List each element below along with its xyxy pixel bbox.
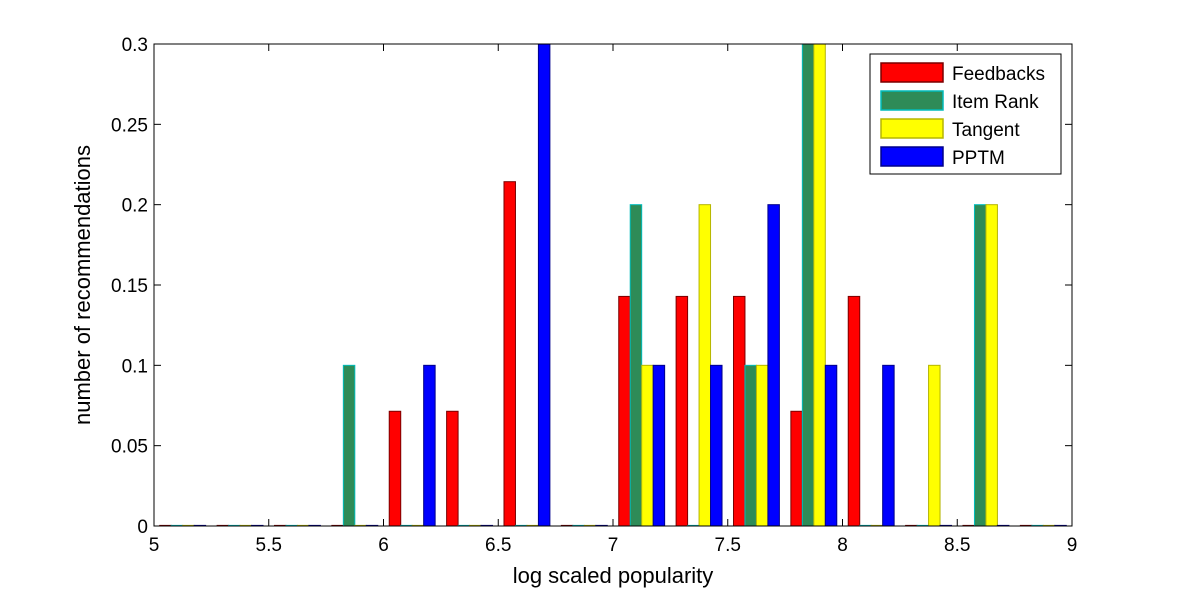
y-tick-label: 0.1	[122, 356, 148, 377]
bar-tangent	[813, 43, 826, 527]
bar-item-rank	[973, 204, 987, 527]
bar-feedbacks	[847, 295, 861, 527]
bar-pptm	[767, 204, 780, 527]
x-tick-label: 9	[1067, 535, 1078, 556]
legend-label-feedbacks: Feedbacks	[952, 64, 1045, 85]
legend-label-pptm: PPTM	[952, 148, 1005, 169]
x-tick-label: 5.5	[256, 535, 282, 556]
bar-tangent	[985, 204, 998, 527]
bar-tangent	[641, 364, 654, 527]
bar-feedbacks	[503, 181, 516, 527]
bar-feedbacks	[732, 295, 746, 527]
bar-tangent	[928, 364, 941, 527]
bar-pptm	[652, 364, 666, 527]
y-tick-label: 0.2	[122, 196, 148, 217]
y-tick-label: 0	[137, 517, 148, 538]
legend-label-item-rank: Item Rank	[952, 92, 1039, 113]
legend-swatch-pptm	[880, 146, 944, 167]
legend: Feedbacks Item Rank Tangent PPTM	[869, 53, 1062, 175]
bar-item-rank	[342, 364, 356, 527]
ticks-layer	[153, 43, 1073, 527]
legend-swatch-tangent	[880, 118, 944, 139]
x-tick-label: 7	[608, 535, 619, 556]
bar-pptm	[423, 364, 436, 527]
legend-swatch-feedbacks	[880, 62, 944, 83]
legend-swatch-item-rank	[880, 90, 944, 111]
y-tick-label: 0.3	[122, 35, 148, 56]
bar-feedbacks	[388, 410, 402, 527]
x-tick-label: 6.5	[485, 535, 511, 556]
bar-tangent	[755, 364, 769, 527]
bar-pptm	[537, 43, 551, 527]
bar-feedbacks	[790, 410, 803, 527]
bar-pptm	[824, 364, 838, 527]
x-tick-label: 8.5	[944, 535, 970, 556]
bar-item-rank	[744, 364, 757, 527]
y-tick-label: 0.15	[111, 276, 148, 297]
x-tick-label: 8	[837, 535, 848, 556]
bar-item-rank	[801, 43, 815, 527]
bar-feedbacks	[618, 295, 631, 527]
bar-item-rank	[629, 204, 643, 527]
x-axis-title: log scaled popularity	[513, 563, 714, 588]
x-tick-label: 5	[149, 535, 160, 556]
x-tick-label: 6	[378, 535, 389, 556]
bars-layer	[159, 43, 1067, 527]
y-axis-title: number of recommendations	[70, 145, 95, 425]
tick-labels-layer: 5 5.5 6 6.5 7 7.5 8 8.5 9 0 0.05 0.1 0.15 0.2 0.25 0.3	[111, 35, 1077, 556]
legend-label-tangent: Tangent	[952, 120, 1020, 141]
bar-feedbacks	[675, 295, 689, 527]
y-tick-label: 0.05	[111, 437, 148, 458]
bar-pptm	[710, 364, 723, 527]
y-tick-label: 0.25	[111, 115, 148, 136]
bar-feedbacks	[446, 410, 459, 527]
x-tick-label: 7.5	[715, 535, 741, 556]
bar-pptm	[882, 364, 895, 527]
bar-tangent	[698, 204, 712, 527]
